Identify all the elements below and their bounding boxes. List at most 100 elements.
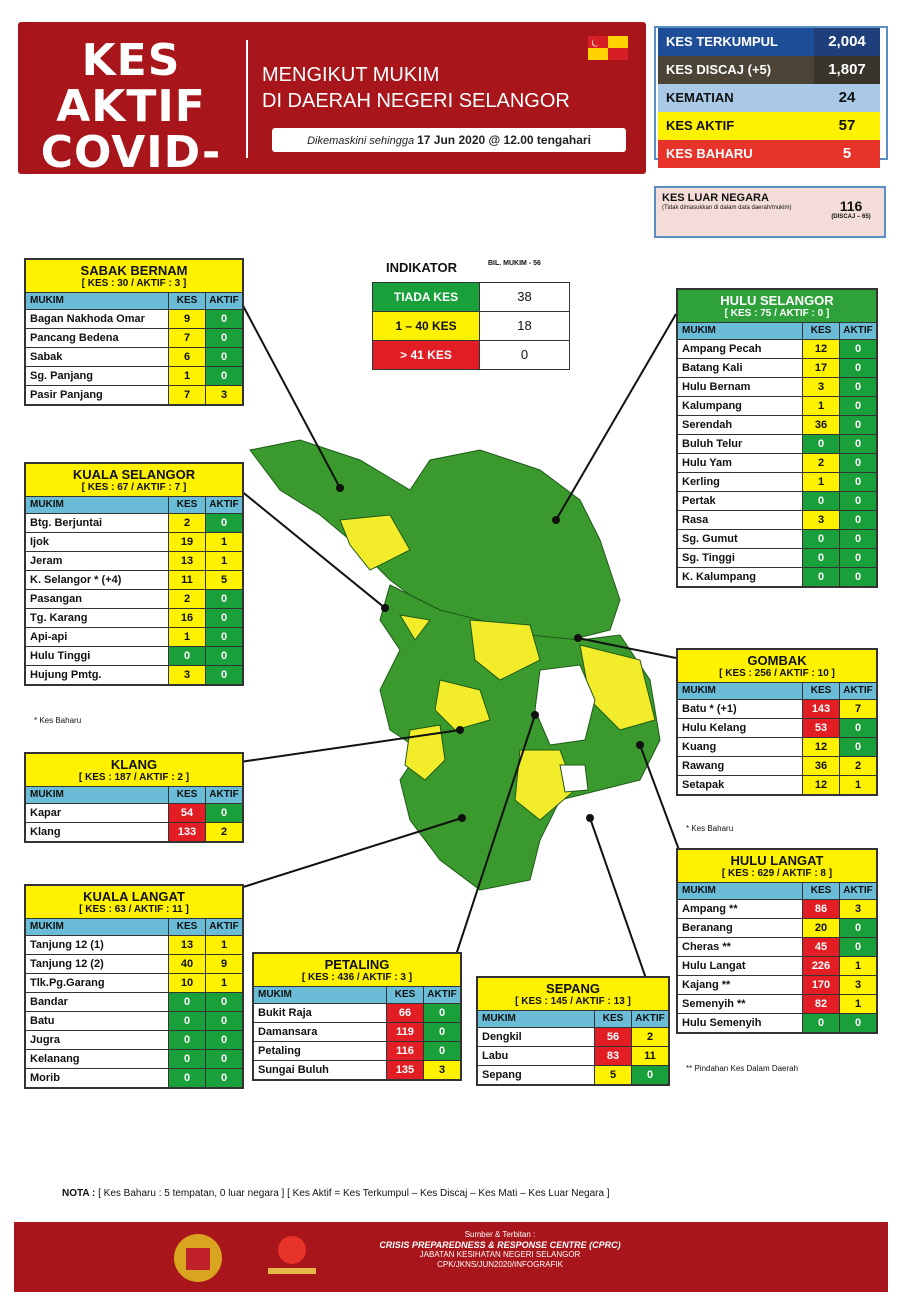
aktif-value: 1 [840,957,876,975]
indicator-row: TIADA KES 38 [372,282,570,312]
table-row: Sg. Gumut 0 0 [678,530,876,549]
kes-value: 20 [803,919,840,937]
district-summary: [ KES : 63 / AKTIF : 11 ] [26,904,242,919]
mukim-name: Dengkil [478,1028,595,1046]
table-row: Klang 133 2 [26,823,242,841]
mukim-name: Serendah [678,416,803,434]
footer-line1: Sumber & Terbitan : [464,1230,536,1239]
district-summary: [ KES : 436 / AKTIF : 3 ] [254,972,460,987]
kes-value: 11 [169,571,206,589]
mukim-name: Ijok [26,533,169,551]
dot-hulu-langat [636,741,644,749]
mukim-name: Sg. Tinggi [678,549,803,567]
aktif-value: 0 [840,738,876,756]
mukim-name: Sepang [478,1066,595,1084]
mukim-name: Hulu Semenyih [678,1014,803,1032]
district-title: KLANG [26,754,242,772]
column-header-mukim: MUKIM [478,1011,595,1027]
table-row: Sabak 6 0 [26,348,242,367]
updated-prefix: Dikemaskini sehingga [307,135,415,147]
district-summary: [ KES : 256 / AKTIF : 10 ] [678,668,876,683]
mukim-name: Tg. Karang [26,609,169,627]
table-row: Tanjung 12 (2) 40 9 [26,955,242,974]
district-panel-hulu-langat: HULU LANGAT[ KES : 629 / AKTIF : 8 ] MUKI… [676,848,878,1034]
district-title: KUALA SELANGOR [26,464,242,482]
mukim-name: Pancang Bedena [26,329,169,347]
aktif-value: 0 [424,1042,460,1060]
dot-klang [456,726,464,734]
main-title-line2: COVID-19 [40,127,222,224]
table-row: Sg. Panjang 1 0 [26,367,242,386]
table-row: Kelanang 0 0 [26,1050,242,1069]
mukim-name: Klang [26,823,169,841]
subtitle: MENGIKUT MUKIM DI DAERAH NEGERI SELANGOR [262,62,642,114]
aktif-value: 0 [840,492,876,510]
aktif-value: 7 [840,700,876,718]
column-header-kes: KES [803,323,840,339]
kes-value: 45 [803,938,840,956]
mukim-name: Beranang [678,919,803,937]
mukim-name: Jeram [26,552,169,570]
district-panel-sabak-bernam: SABAK BERNAM[ KES : 30 / AKTIF : 3 ] MUKI… [24,258,244,406]
kes-value: 16 [169,609,206,627]
aktif-value: 9 [206,955,242,973]
table-row: Hulu Langat 226 1 [678,957,876,976]
luar-negara-value: 116 [839,198,863,214]
line-sepang [589,817,651,991]
column-header-mukim: MUKIM [26,919,169,935]
column-header-mukim: MUKIM [26,787,169,803]
table-row: Batu 0 0 [26,1012,242,1031]
aktif-value: 0 [840,340,876,358]
district-title: SEPANG [478,978,668,996]
kes-value: 12 [803,776,840,794]
kes-value: 6 [169,348,206,366]
aktif-value: 0 [206,1069,242,1087]
aktif-value: 0 [840,938,876,956]
table-row: Sg. Tinggi 0 0 [678,549,876,568]
mukim-name: Hulu Yam [678,454,803,472]
aktif-value: 3 [206,386,242,404]
kes-value: 133 [169,823,206,841]
kes-value: 36 [803,757,840,775]
kes-value: 12 [803,340,840,358]
column-header-kes: KES [803,683,840,699]
summary-row: KES BAHARU 5 [658,140,880,168]
footer-line2: CRISIS PREPAREDNESS & RESPONSE CENTRE (C… [379,1240,621,1250]
district-title: PETALING [254,954,460,972]
mukim-name: Hulu Tinggi [26,647,169,665]
column-header-aktif: AKTIF [206,787,242,803]
main-title: KES AKTIF COVID-19 [26,38,236,222]
table-row: Tanjung 12 (1) 13 1 [26,936,242,955]
mukim-name: K. Selangor * (+4) [26,571,169,589]
district-title: KUALA LANGAT [26,886,242,904]
aktif-value: 0 [840,435,876,453]
indicator-label: 1 – 40 KES [373,312,480,340]
table-row: Petaling 116 0 [254,1042,460,1061]
mukim-name: Tanjung 12 (1) [26,936,169,954]
mukim-name: Kerling [678,473,803,491]
aktif-value: 3 [840,976,876,994]
column-header-kes: KES [595,1011,632,1027]
aktif-value: 0 [632,1066,668,1084]
kes-value: 119 [387,1023,424,1041]
column-header-mukim: MUKIM [26,497,169,513]
line-gombak [577,637,677,659]
updated-date: Dikemaskini sehingga 17 Jun 2020 @ 12.00… [272,128,626,152]
mukim-name: Semenyih ** [678,995,803,1013]
indicator-label: > 41 KES [373,341,480,369]
column-header-mukim: MUKIM [678,883,803,899]
mukim-name: Batu [26,1012,169,1030]
mukim-name: Sg. Gumut [678,530,803,548]
table-row: Bandar 0 0 [26,993,242,1012]
column-header-mukim: MUKIM [678,683,803,699]
kes-value: 9 [169,310,206,328]
table-header: MUKIM KES AKTIF [678,883,876,900]
map-region-kl-white [534,664,596,746]
district-panel-petaling: PETALING[ KES : 436 / AKTIF : 3 ] MUKIM KE… [252,952,462,1081]
mukim-name: Pasir Panjang [26,386,169,404]
footer-line4: CPK/JKNS/JUN2020/INFOGRAFIK [437,1260,563,1269]
kes-value: 19 [169,533,206,551]
luar-negara-box: KES LUAR NEGARA (Tidak dimasukkan di dal… [654,186,886,238]
table-row: Kuang 12 0 [678,738,876,757]
